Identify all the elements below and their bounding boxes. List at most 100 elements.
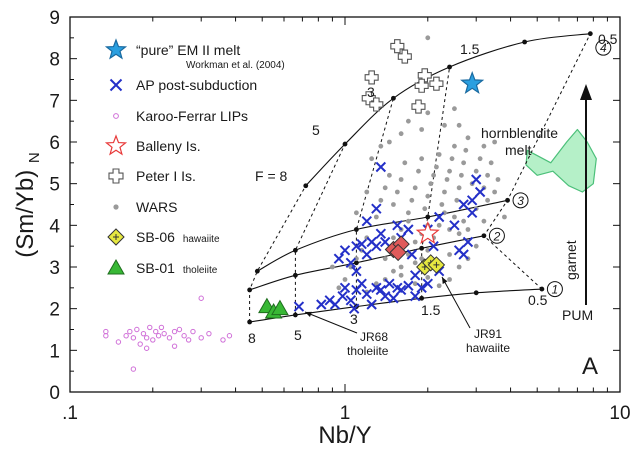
wars-point xyxy=(442,122,447,128)
curve-node xyxy=(292,247,298,253)
curve-node xyxy=(303,183,309,189)
y-tick-label: 3 xyxy=(49,258,60,279)
ap-point xyxy=(471,174,482,185)
legend-label-karoo: Karoo-Ferrar LIPs xyxy=(136,108,248,124)
ap-point xyxy=(366,299,377,310)
wars-point xyxy=(452,106,457,112)
curve-node xyxy=(342,141,348,147)
wars-point xyxy=(373,281,379,287)
peter-point xyxy=(414,78,429,93)
curve-node xyxy=(353,227,359,232)
wars-point xyxy=(419,127,425,132)
fill-layer xyxy=(525,128,597,193)
ap-point xyxy=(466,195,478,206)
karoo-point xyxy=(226,333,233,339)
wars-point xyxy=(336,285,342,291)
curve-label-bottom-05: 0.5 xyxy=(528,292,548,308)
wars-point xyxy=(447,252,452,257)
legend-label-balleny: Balleny Is. xyxy=(136,138,201,154)
wars-point xyxy=(398,264,404,270)
curve-node xyxy=(419,295,425,301)
ap-point xyxy=(384,278,395,289)
karoo-point xyxy=(123,333,129,339)
wars-point xyxy=(405,118,411,124)
wars-point xyxy=(378,197,384,203)
wars-point xyxy=(405,210,411,216)
wars-point xyxy=(386,139,392,145)
curve-node xyxy=(292,312,298,318)
wars-point xyxy=(382,256,388,262)
annotation-jr68-line2: tholeiite xyxy=(347,344,389,358)
wars-point xyxy=(456,231,462,237)
sb01-point xyxy=(271,299,289,316)
ap-point xyxy=(345,257,357,269)
wars-point xyxy=(382,185,388,191)
y-tick-label: 1 xyxy=(49,341,60,362)
garnet-arrow-head xyxy=(580,84,592,100)
legend-marker-balleny xyxy=(104,134,128,156)
karoo-point xyxy=(134,326,140,333)
ap-point xyxy=(449,220,460,231)
ap-point xyxy=(371,203,382,214)
annotation-garnet: garnet xyxy=(563,240,579,280)
karoo-point xyxy=(220,337,226,343)
wars-point xyxy=(412,260,418,266)
ap-point xyxy=(356,278,367,289)
wars-point xyxy=(434,164,439,170)
jr68-diamond xyxy=(389,243,407,262)
karoo-point xyxy=(181,333,187,339)
y-tick-label: 4 xyxy=(49,216,60,237)
wars-point xyxy=(439,202,445,207)
ap-point xyxy=(356,238,367,250)
wars-point xyxy=(465,227,471,232)
wars-point xyxy=(373,214,379,220)
wars-point xyxy=(391,268,396,274)
wars-point xyxy=(431,172,437,178)
peter-point xyxy=(364,70,379,85)
curve-end-marker xyxy=(546,281,563,298)
wars-point xyxy=(452,143,457,149)
legend-label-peter: Peter I Is. xyxy=(136,168,196,184)
ap-point xyxy=(403,280,414,291)
wars-point xyxy=(409,197,415,203)
wars-point xyxy=(485,197,490,203)
wars-point xyxy=(454,197,460,203)
ap-point xyxy=(351,265,362,277)
wars-point xyxy=(342,277,348,282)
legend-label-sb01-name: SB-01 xyxy=(136,260,175,276)
balleny-point xyxy=(415,220,440,244)
y-axis-title-text: (Sm/Yb) N xyxy=(12,152,43,258)
wars-point xyxy=(425,193,431,199)
wars-point xyxy=(428,181,434,187)
wars-point xyxy=(402,160,408,166)
ap-point xyxy=(333,253,345,264)
wars-point xyxy=(425,35,431,41)
curve-label-bottom-8: 8 xyxy=(248,330,256,346)
wars-point xyxy=(495,177,501,182)
jr68-pointer xyxy=(304,311,358,334)
karoo-point xyxy=(190,328,196,335)
y-tick-label: 9 xyxy=(49,8,60,29)
wars-point xyxy=(378,143,384,149)
wars-point xyxy=(492,189,498,195)
curve-label-bottom-15: 1.5 xyxy=(421,302,441,318)
wars-point xyxy=(412,239,418,245)
karoo-point xyxy=(143,345,150,351)
wars-point xyxy=(449,156,455,162)
curve-label-f3: 3 xyxy=(367,84,375,100)
hornblendite-field xyxy=(525,128,597,193)
x-tick-label: 10 xyxy=(609,403,630,424)
wars-point xyxy=(405,218,411,224)
legend-marker-sb06-plus xyxy=(113,234,119,240)
wars-point xyxy=(458,172,464,178)
ap-point xyxy=(293,301,305,312)
wars-point xyxy=(398,131,404,137)
ap-point xyxy=(361,249,372,260)
ap-point xyxy=(337,290,348,302)
legend-marker-peter xyxy=(108,168,124,184)
ap-point xyxy=(395,284,407,296)
annotation-jr91-line1: JR91 xyxy=(474,327,502,341)
legend-marker-em2 xyxy=(104,38,128,60)
